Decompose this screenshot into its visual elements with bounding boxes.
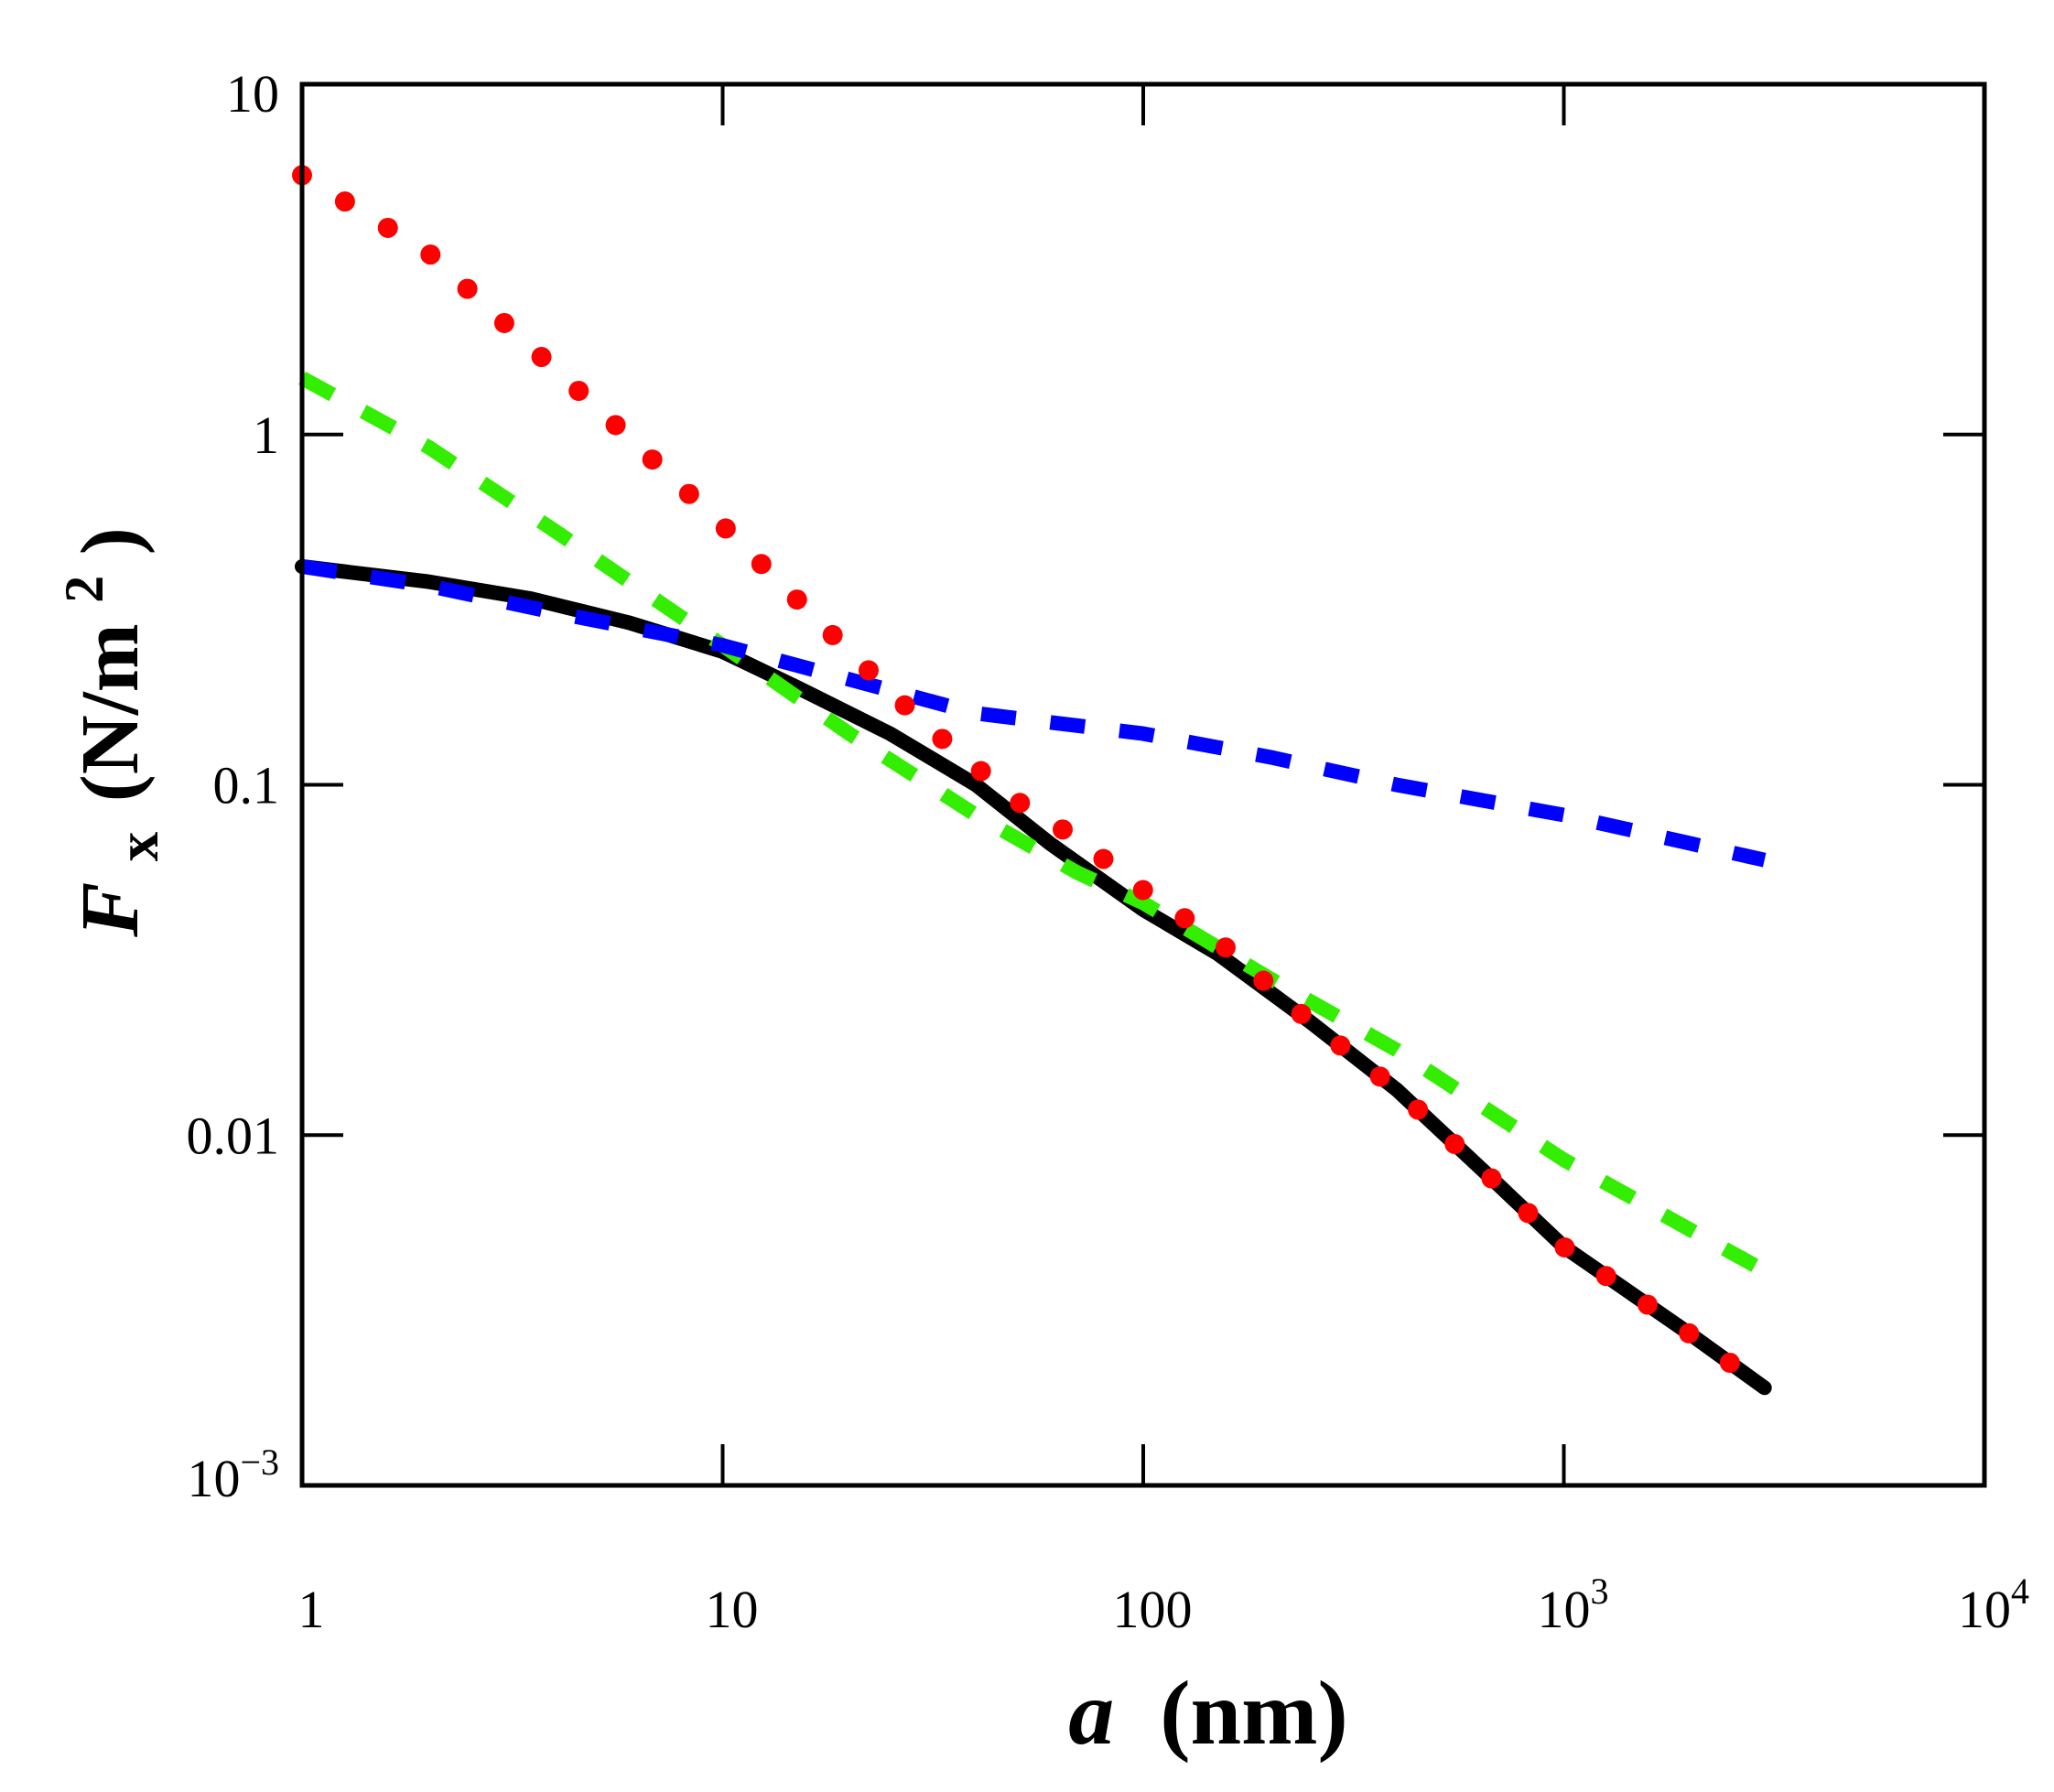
plot-frame [299,81,1987,1488]
series-green-dashed [298,371,1768,1278]
x-tick-label: 104 [1958,1571,2029,1639]
x-axis-symbol: a [1068,1662,1114,1764]
y-tick-labels: 10 1 0.1 0.01 10−3 [187,64,280,1508]
y-axis-subscript: x [105,831,171,861]
x-tick-label: 1 [298,1580,325,1639]
y-axis-unit-close: ) [65,527,156,555]
series-blue-dashed [300,559,1767,868]
series-layer [292,165,1775,1398]
x-tick-labels: 1 10 100 103 104 [298,1571,2030,1639]
y-tick-label: 1 [253,405,279,465]
x-axis-unit: (nm) [1160,1662,1348,1764]
x-tick-label: 103 [1538,1571,1609,1639]
y-tick-label: 0.1 [213,756,280,815]
y-axis-unit: (N/m [65,623,156,802]
y-axis-title: F x (N/m 2 ) [30,527,176,937]
x-axis-title: a (nm) [1068,1662,1348,1764]
y-tick-label: 0.01 [187,1106,280,1165]
x-tick-label: 10 [706,1580,759,1639]
x-tick-label: 100 [1113,1580,1193,1639]
y-tick-label: 10−3 [187,1441,279,1508]
y-axis-symbol: F [65,882,156,938]
y-axis-unit-power: 2 [54,576,114,603]
y-tick-label: 10 [226,64,279,124]
